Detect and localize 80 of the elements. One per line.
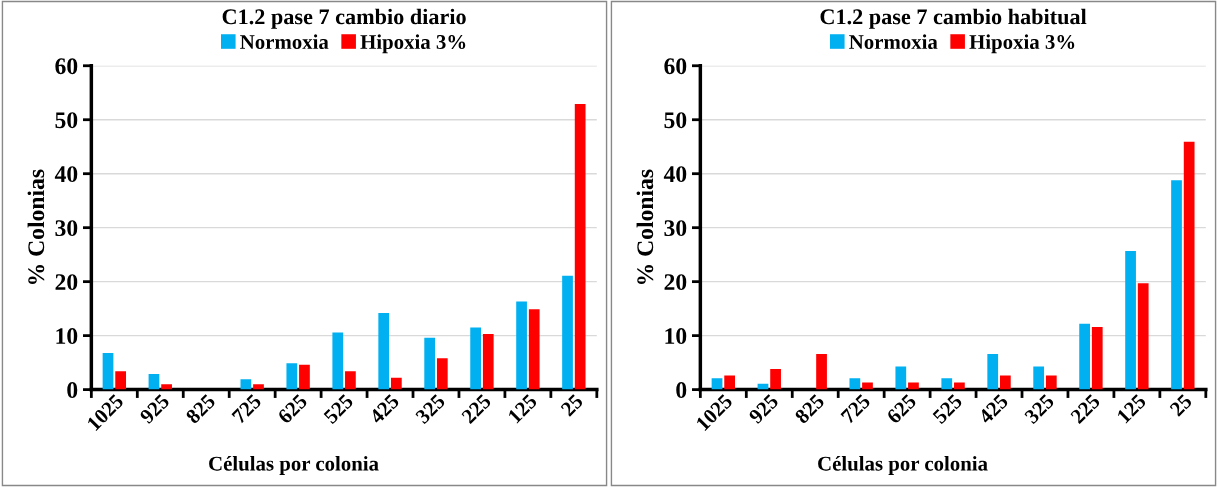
- bar: [378, 312, 390, 390]
- bar: [436, 358, 448, 390]
- x-tick-label: 25: [560, 393, 584, 417]
- legend-label: Normoxia: [849, 34, 938, 50]
- bar: [115, 371, 127, 390]
- bar: [1033, 366, 1045, 390]
- bar: [895, 366, 907, 390]
- x-tick-label: 725: [840, 393, 872, 424]
- y-tick-label: 20: [664, 274, 687, 291]
- y-axis-title: % Colonias: [636, 169, 654, 284]
- bar: [102, 352, 114, 390]
- bar: [286, 363, 298, 390]
- bar: [1171, 180, 1182, 390]
- x-axis-title: Células por colonia: [818, 455, 988, 475]
- x-tick-label: 625: [886, 393, 917, 425]
- x-tick-label: 525: [323, 393, 354, 425]
- chart-title: C1.2 pase 7 cambio diario: [222, 8, 466, 29]
- bar: [999, 375, 1011, 390]
- bar: [482, 334, 494, 390]
- bar: [816, 353, 827, 390]
- x-tick-label: 125: [507, 393, 538, 424]
- y-tick-label: 40: [663, 166, 687, 183]
- y-tick-label: 60: [664, 58, 687, 75]
- bar: [528, 309, 540, 390]
- chart-title: C1.2 pase 7 cambio habitual: [820, 8, 1087, 29]
- bar: [1045, 375, 1057, 390]
- x-tick-label: 825: [185, 393, 217, 425]
- y-tick-label: 0: [676, 382, 687, 399]
- y-tick-label: 10: [665, 328, 687, 345]
- bar: [424, 337, 436, 390]
- y-tick-label: 30: [664, 220, 687, 237]
- y-tick-label: 50: [55, 112, 78, 129]
- y-tick-label: 20: [55, 274, 78, 291]
- bar: [562, 275, 573, 390]
- x-tick-label: 225: [460, 393, 492, 425]
- x-tick-label: 325: [414, 393, 446, 425]
- bar: [941, 378, 953, 390]
- bar: [724, 375, 736, 390]
- bar: [390, 377, 402, 390]
- x-tick-label: 925: [748, 393, 780, 425]
- bar: [987, 353, 999, 390]
- x-tick-label: 325: [1023, 393, 1055, 425]
- bar: [332, 332, 344, 390]
- y-tick-label: 0: [67, 382, 78, 399]
- x-tick-label: 625: [277, 393, 308, 425]
- y-tick-label: 40: [54, 166, 78, 183]
- x-tick-label: 925: [139, 393, 171, 425]
- bar: [574, 104, 586, 390]
- legend-label: Normoxia: [240, 34, 329, 50]
- x-tick-label: 425: [368, 393, 400, 425]
- x-tick-label: 125: [1116, 393, 1147, 424]
- bar: [1125, 250, 1136, 390]
- legend-label: Hipoxia 3%: [360, 34, 466, 54]
- x-axis-title: Células por colonia: [209, 455, 379, 475]
- legend-label: Hipoxia 3%: [969, 34, 1075, 54]
- bar: [1091, 326, 1103, 390]
- bar: [240, 379, 252, 390]
- x-tick-label: 525: [932, 393, 963, 425]
- x-tick-label: 825: [794, 393, 826, 425]
- y-tick-label: 50: [664, 112, 687, 129]
- bar: [345, 371, 356, 390]
- bar: [1137, 283, 1149, 390]
- x-tick-label: 425: [977, 393, 1009, 425]
- x-tick-label: 225: [1069, 393, 1101, 425]
- x-tick-label: 725: [231, 393, 263, 424]
- bar: [1079, 323, 1090, 390]
- bar: [161, 384, 172, 390]
- y-tick-label: 60: [55, 58, 78, 75]
- y-tick-label: 10: [56, 328, 78, 345]
- bar: [516, 301, 527, 390]
- y-tick-label: 30: [55, 220, 78, 237]
- bar: [299, 364, 310, 390]
- bar: [253, 384, 264, 390]
- bar: [711, 378, 723, 390]
- bar: [770, 369, 781, 390]
- bar: [470, 327, 481, 390]
- x-tick-label: 25: [1169, 393, 1193, 417]
- bar: [849, 378, 861, 390]
- y-axis-title: % Colonias: [27, 169, 45, 284]
- bar: [1183, 141, 1195, 390]
